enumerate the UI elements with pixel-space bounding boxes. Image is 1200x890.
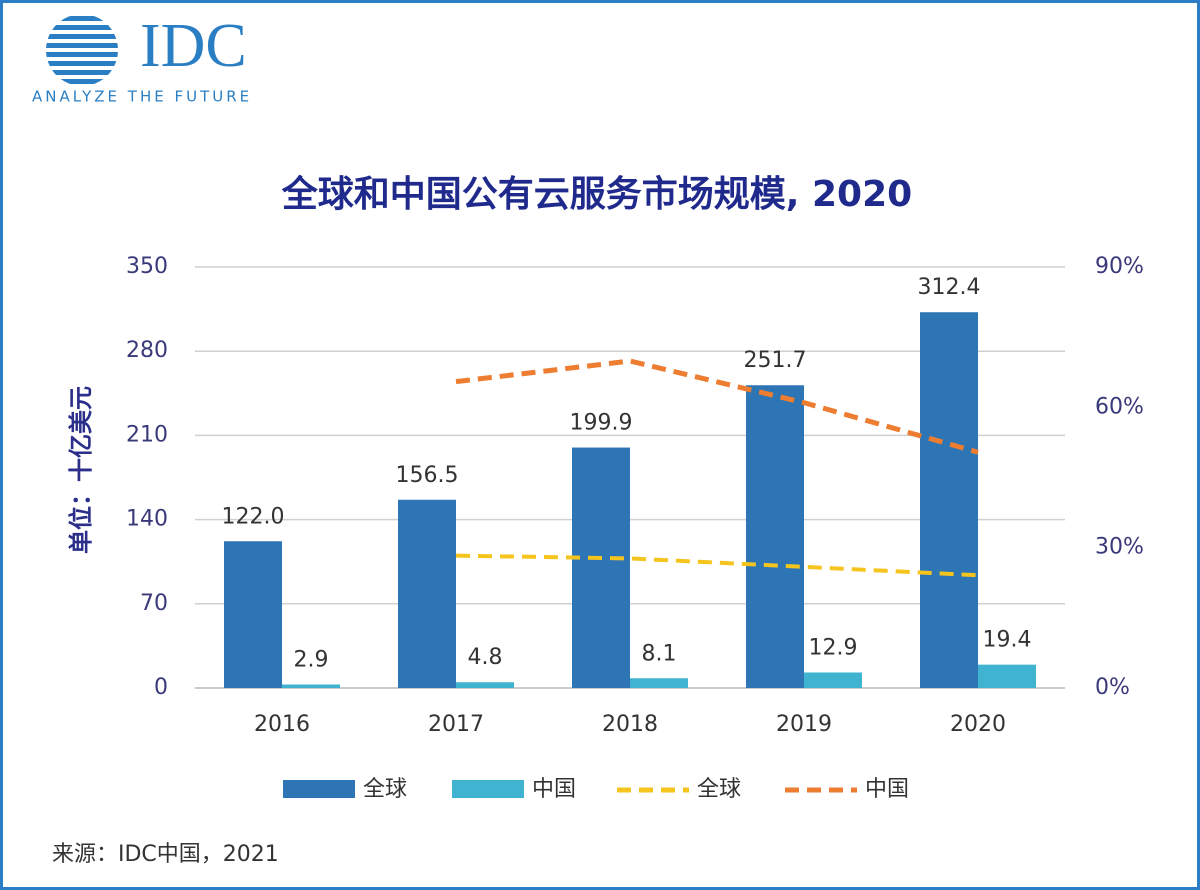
bar bbox=[920, 312, 978, 688]
y2-tick-label: 90% bbox=[1095, 254, 1144, 279]
logo-mark bbox=[46, 16, 118, 84]
y-tick-label: 70 bbox=[140, 591, 168, 616]
chart-title: 全球和中国公有云服务市场规模, 2020 bbox=[281, 173, 912, 215]
bar bbox=[630, 678, 688, 688]
legend-label: 全球 bbox=[363, 777, 407, 802]
data-label: 156.5 bbox=[396, 463, 459, 488]
y-tick-label: 0 bbox=[154, 675, 168, 700]
bar bbox=[282, 684, 340, 688]
line bbox=[455, 553, 979, 578]
bar bbox=[746, 385, 804, 688]
data-label: 2.9 bbox=[294, 648, 329, 673]
data-label: 19.4 bbox=[983, 628, 1032, 653]
logo-tagline: ANALYZE THE FUTURE bbox=[32, 88, 252, 106]
source: 来源：IDC中国，2021 bbox=[52, 842, 279, 867]
x-tick-label: 2016 bbox=[254, 712, 310, 737]
legend-label: 中国 bbox=[865, 777, 909, 802]
data-label: 8.1 bbox=[642, 641, 677, 666]
data-label: 122.0 bbox=[222, 504, 285, 529]
legend-swatch bbox=[283, 780, 355, 798]
y-tick-label: 280 bbox=[126, 338, 168, 363]
y-axis-label: 单位：十亿美元 bbox=[67, 386, 95, 554]
y2-tick-label: 0% bbox=[1095, 675, 1130, 700]
bar bbox=[572, 447, 630, 688]
x-tick-label: 2018 bbox=[602, 712, 658, 737]
legend-label: 中国 bbox=[532, 777, 576, 802]
data-label: 4.8 bbox=[468, 645, 503, 670]
data-label: 251.7 bbox=[744, 348, 807, 373]
x-tick-label: 2020 bbox=[950, 712, 1006, 737]
bar bbox=[224, 541, 282, 688]
x-tick-label: 2017 bbox=[428, 712, 484, 737]
y-tick-label: 210 bbox=[126, 422, 168, 447]
bar bbox=[978, 664, 1036, 688]
data-label: 199.9 bbox=[570, 411, 633, 436]
legend-swatch bbox=[452, 780, 524, 798]
y2-tick-label: 30% bbox=[1095, 535, 1144, 560]
y2-tick-label: 60% bbox=[1095, 394, 1144, 419]
legend-label: 全球 bbox=[697, 777, 741, 802]
bar bbox=[804, 672, 862, 688]
logo-name: IDC bbox=[140, 12, 247, 80]
y-tick-label: 140 bbox=[126, 507, 168, 532]
y-tick-label: 350 bbox=[126, 254, 168, 279]
bar bbox=[398, 499, 456, 688]
line bbox=[455, 358, 979, 455]
x-tick-label: 2019 bbox=[776, 712, 832, 737]
data-label: 312.4 bbox=[918, 275, 981, 300]
data-label: 12.9 bbox=[809, 635, 858, 660]
bar bbox=[456, 682, 514, 688]
